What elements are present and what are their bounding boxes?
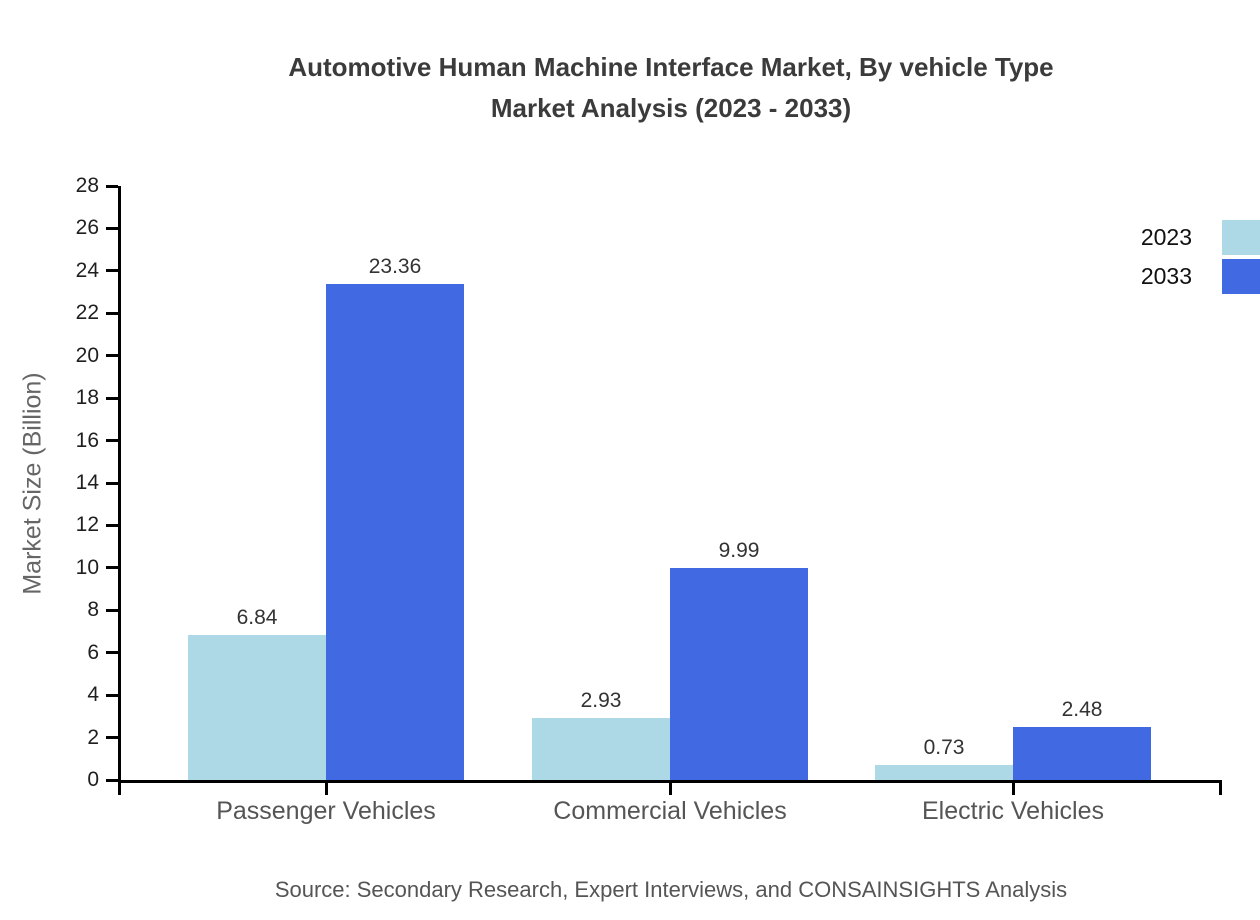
y-axis-tick-label: 4 [87, 683, 99, 707]
y-axis-tick [106, 439, 118, 443]
y-axis-tick-label: 6 [87, 640, 99, 664]
bar-2033-commercial-vehicles [670, 568, 808, 780]
bar-value-label: 23.36 [368, 255, 422, 279]
bar-value-label: 2.48 [1061, 698, 1103, 722]
legend: 2023 2033 [1141, 220, 1260, 298]
category-label: Passenger Vehicles [216, 797, 436, 825]
y-axis-tick [106, 269, 118, 273]
x-axis-tick [324, 780, 328, 795]
legend-label-2033: 2033 [1140, 263, 1192, 289]
source-text: Source: Secondary Research, Expert Inter… [274, 877, 1068, 902]
bar-2023-commercial-vehicles [532, 717, 670, 780]
y-axis-tick [106, 651, 118, 655]
y-axis-tick [106, 481, 118, 485]
bar-value-label: 6.84 [236, 605, 278, 629]
y-axis-tick-label: 28 [75, 174, 99, 197]
bar-value-label: 9.99 [718, 539, 760, 563]
bar-2023-electric-vehicles [875, 764, 1013, 780]
y-axis-tick-label: 24 [75, 258, 99, 282]
y-axis-title: Market Size (Billion) [18, 371, 47, 595]
legend-swatch-2033 [1222, 259, 1260, 294]
bar-value-label: 2.93 [580, 688, 622, 712]
y-axis-tick-label: 16 [75, 428, 99, 452]
y-axis-tick-label: 12 [75, 513, 99, 537]
y-axis-tick-label: 14 [75, 471, 99, 494]
y-axis-tick-label: 2 [87, 725, 99, 749]
x-axis-tick [668, 780, 672, 795]
bar-value-label: 0.73 [923, 735, 965, 759]
category-label: Electric Vehicles [921, 797, 1105, 825]
y-axis-tick [106, 184, 118, 188]
y-axis-tick-label: 0 [87, 768, 99, 791]
y-axis-tick [106, 311, 118, 315]
bar-2033-electric-vehicles [1013, 727, 1151, 780]
y-axis-tick [106, 354, 118, 358]
y-axis-tick-label: 26 [75, 216, 99, 240]
y-axis-tick-label: 10 [75, 555, 99, 579]
plot-area: 0 2 4 6 8 10 12 14 16 18 20 22 24 26 28 6.84 23.36 Passen… [76, 174, 1222, 825]
x-axis-end-tick-right [1219, 780, 1222, 795]
legend-label-2023: 2023 [1140, 224, 1192, 250]
y-axis-tick [106, 396, 118, 400]
y-axis-tick-label: 18 [75, 386, 99, 410]
chart-title-line1: Automotive Human Machine Interface Marke… [288, 52, 1054, 82]
y-axis-title-wrap: Market Size (Billion) [16, 186, 50, 780]
y-axis-tick [106, 778, 118, 782]
x-axis-tick [1011, 780, 1015, 795]
y-axis-tick-label: 20 [75, 343, 99, 367]
legend-item-2033: 2033 [1141, 259, 1260, 294]
bar-2033-passenger-vehicles [326, 284, 464, 780]
legend-item-2023: 2023 [1141, 220, 1260, 255]
y-axis-tick [106, 693, 118, 697]
y-axis-tick [106, 566, 118, 570]
y-axis-tick [106, 608, 118, 612]
chart-title-line2: Market Analysis (2023 - 2033) [490, 93, 852, 123]
y-axis-tick [106, 736, 118, 740]
bar-2023-passenger-vehicles [188, 634, 326, 780]
y-axis-tick [106, 523, 118, 527]
y-axis-tick-label: 8 [87, 598, 99, 622]
category-label: Commercial Vehicles [553, 797, 787, 825]
chart-title: Automotive Human Machine Interface Marke… [90, 47, 1252, 129]
y-axis-tick [106, 226, 118, 230]
x-axis-end-tick-left [118, 780, 121, 795]
legend-swatch-2023 [1222, 220, 1260, 255]
y-axis-tick-label: 22 [75, 301, 99, 325]
